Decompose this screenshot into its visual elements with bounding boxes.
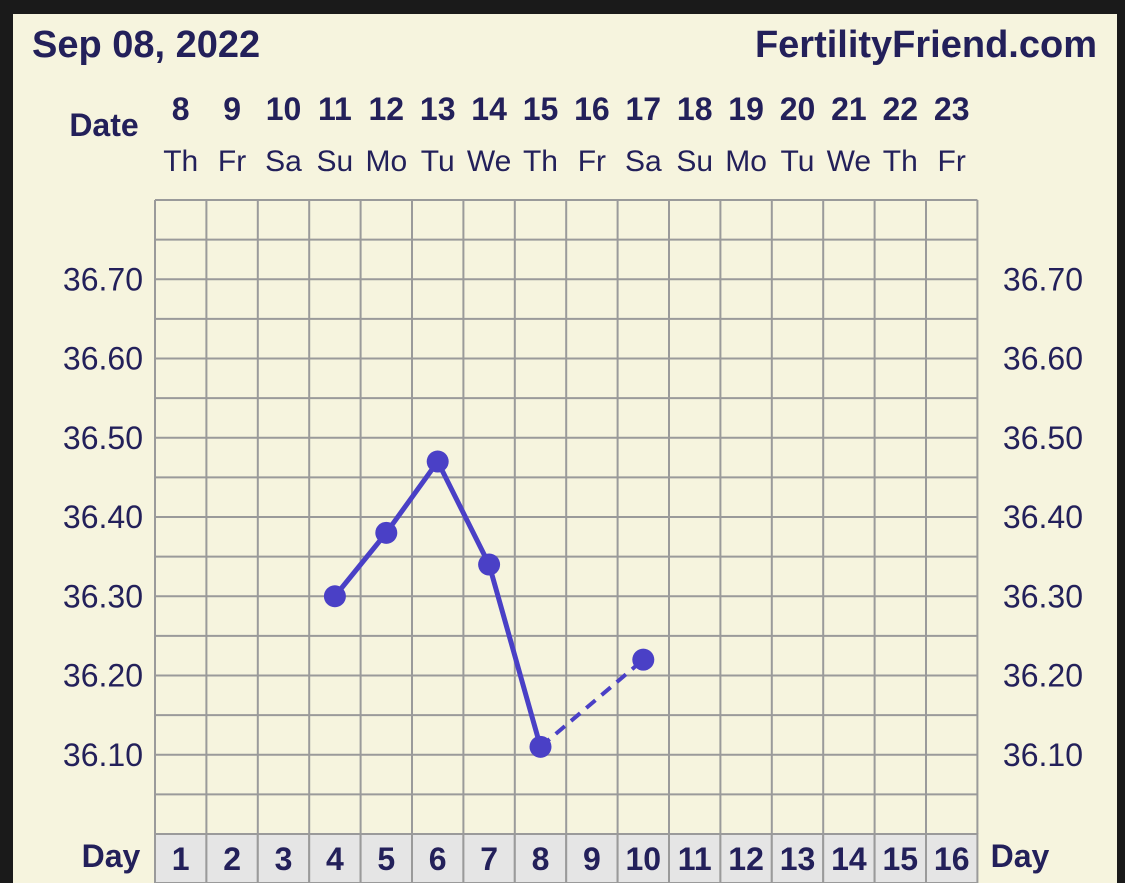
date-labels: 8 9 10 11 12 13 14 15 16 17 18 19 20 21 22 23 (172, 91, 970, 127)
chart-date-title: Sep 08, 2022 (32, 24, 260, 66)
cycle-day-label: 7 (480, 841, 498, 877)
weekday-label: Th (523, 145, 558, 178)
cycle-day-cell (256, 833, 311, 883)
date-row-label: Date (69, 107, 138, 143)
cycle-day-cell (770, 833, 825, 883)
temperature-point (375, 521, 398, 544)
cycle-day-label: 1 (172, 841, 190, 877)
date-label: 19 (728, 91, 764, 127)
temperature-series (323, 450, 655, 758)
date-label: 13 (420, 91, 456, 127)
date-label: 22 (883, 91, 919, 127)
cycle-day-cell (205, 833, 259, 883)
chart-grid (154, 199, 979, 835)
date-label: 10 (266, 91, 302, 127)
y-tick-label: 36.20 (63, 658, 143, 694)
weekday-label: Fr (218, 145, 246, 178)
y-axis-right: 36.70 36.60 36.50 36.40 36.30 36.20 36.10 (1003, 261, 1083, 773)
site-name: FertilityFriend.com (755, 24, 1097, 66)
date-label: 18 (677, 91, 713, 127)
date-label: 17 (626, 91, 662, 127)
cycle-day-cell (462, 833, 516, 883)
day-row-label-left: Day (82, 838, 141, 874)
weekday-label: We (467, 145, 511, 178)
y-tick-label: 36.60 (63, 341, 143, 377)
cycle-day-cell (513, 833, 568, 883)
weekday-label: Mo (365, 145, 407, 178)
date-label: 21 (831, 91, 867, 127)
date-label: 14 (471, 91, 507, 127)
weekday-label: We (827, 145, 871, 178)
cycle-day-row: 1 2 3 4 5 6 7 8 9 10 11 12 13 14 15 16 (154, 833, 979, 883)
cycle-day-label: 11 (678, 841, 712, 877)
cycle-day-label: 12 (728, 841, 764, 877)
weekday-label: Th (163, 145, 198, 178)
cycle-day-label: 13 (780, 841, 816, 877)
weekday-label: Tu (781, 145, 815, 178)
y-tick-label: 36.20 (1003, 658, 1083, 694)
y-axis-left: 36.70 36.60 36.50 36.40 36.30 36.20 36.10 (63, 261, 143, 773)
date-label: 20 (780, 91, 816, 127)
weekday-label: Su (317, 145, 354, 178)
cycle-day-cell (719, 833, 773, 883)
cycle-day-label: 8 (532, 841, 550, 877)
temperature-point (426, 450, 449, 473)
date-label: 11 (318, 91, 352, 127)
weekday-label: Fr (578, 145, 606, 178)
cycle-day-label: 6 (429, 841, 447, 877)
cycle-day-cell (873, 833, 927, 883)
cycle-day-label: 2 (223, 841, 241, 877)
series-segment-solid (332, 530, 389, 599)
temperature-point (529, 735, 552, 758)
date-label: 8 (172, 91, 190, 127)
cycle-day-label: 14 (831, 841, 867, 877)
y-tick-label: 36.10 (63, 737, 143, 773)
weekday-label: Mo (725, 145, 767, 178)
cycle-day-cell (822, 833, 876, 883)
weekday-label: Th (883, 145, 918, 178)
cycle-day-cell (565, 833, 619, 883)
weekday-label: Fr (938, 145, 966, 178)
weekday-label: Sa (265, 145, 302, 178)
cycle-day-label: 16 (934, 841, 970, 877)
series-segment-solid (383, 459, 441, 536)
temperature-point (323, 585, 346, 608)
series-segment-dashed (539, 658, 645, 749)
cycle-day-cell (925, 833, 979, 883)
y-tick-label: 36.50 (63, 420, 143, 456)
cycle-day-cell (668, 833, 722, 883)
y-tick-label: 36.30 (63, 578, 143, 614)
day-row-label-right: Day (991, 838, 1050, 874)
date-label: 16 (574, 91, 610, 127)
y-tick-label: 36.40 (63, 499, 143, 535)
cycle-day-label: 15 (883, 841, 919, 877)
date-label: 15 (523, 91, 559, 127)
y-tick-label: 36.60 (1003, 341, 1083, 377)
weekday-label: Sa (625, 145, 662, 178)
cycle-day-cell (359, 833, 414, 883)
y-tick-label: 36.70 (1003, 261, 1083, 297)
y-tick-label: 36.40 (1003, 499, 1083, 535)
y-tick-label: 36.10 (1003, 737, 1083, 773)
cycle-day-label: 10 (626, 841, 662, 877)
series-segment-solid (486, 562, 543, 750)
temperature-point (478, 553, 501, 576)
y-tick-label: 36.70 (63, 261, 143, 297)
chart-background (13, 14, 1117, 883)
cycle-day-label: 9 (583, 841, 601, 877)
date-label: 23 (934, 91, 970, 127)
y-tick-label: 36.30 (1003, 578, 1083, 614)
weekday-labels: Th Fr Sa Su Mo Tu We Th Fr Sa Su Mo Tu We Th Fr (163, 145, 966, 178)
series-segment-solid (435, 459, 492, 568)
y-tick-label: 36.50 (1003, 420, 1083, 456)
cycle-day-label: 3 (275, 841, 293, 877)
cycle-day-label: 5 (377, 841, 395, 877)
weekday-label: Tu (421, 145, 455, 178)
weekday-label: Su (676, 145, 713, 178)
cycle-day-label: 4 (326, 841, 344, 877)
temperature-point (632, 648, 655, 671)
date-label: 12 (369, 91, 405, 127)
date-label: 9 (223, 91, 241, 127)
